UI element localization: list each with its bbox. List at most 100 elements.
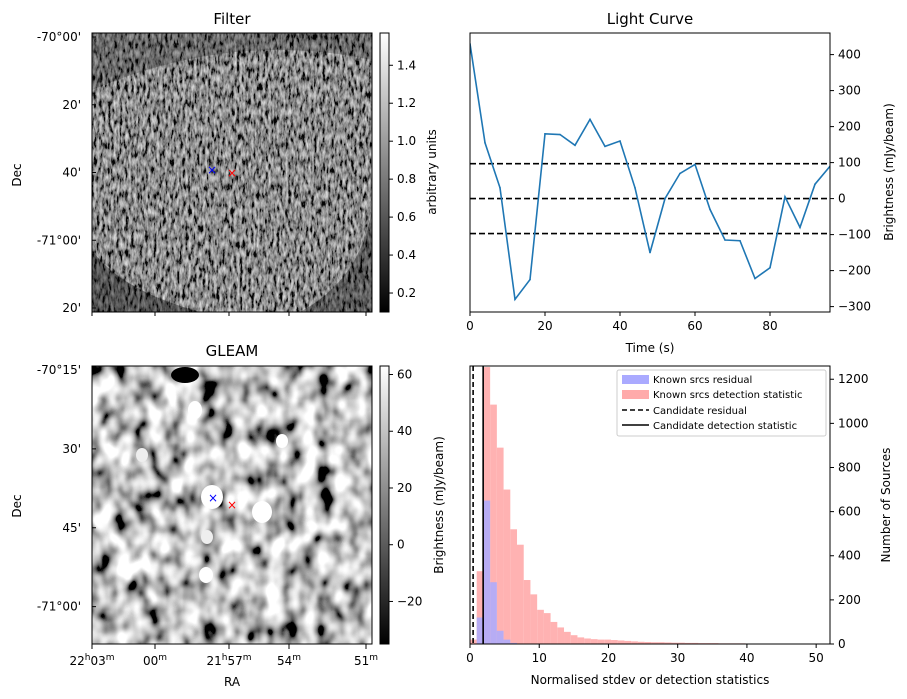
histogram-bar-detection xyxy=(624,640,632,644)
lightcurve-xtick-label: 40 xyxy=(612,319,627,333)
gleam-dec-axis: -70°15' 30' 45' -71°00' xyxy=(37,363,96,614)
histogram-bar-detection xyxy=(537,609,544,644)
lightcurve-point xyxy=(589,118,591,121)
histogram-ylabel-right: Number of Sources xyxy=(879,448,893,563)
gleam-colorbar xyxy=(379,365,390,645)
gleam-dec-label: Dec xyxy=(10,494,24,517)
filter-cb-tick-label: 1.4 xyxy=(397,58,416,72)
gleam-frame xyxy=(91,365,373,645)
gleam-ra-axis: 22h03m 00m 21h57m 54m 51m xyxy=(69,644,378,668)
histogram-xtick-label: 40 xyxy=(739,651,754,665)
lightcurve-point xyxy=(664,197,666,200)
lightcurve-point xyxy=(739,239,741,242)
filter-cb-tick-label: 0.2 xyxy=(397,286,416,300)
lightcurve-ytick-label: 0 xyxy=(838,192,846,206)
lightcurve-series xyxy=(470,43,830,302)
filter-title: Filter xyxy=(213,10,251,28)
histogram-ytick-label: 1200 xyxy=(838,372,869,386)
histogram-bar-detection xyxy=(590,639,598,644)
gleam-title: GLEAM xyxy=(206,342,259,360)
histogram-bar-detection xyxy=(543,613,551,644)
lightcurve-ylabel: Brightness (mJy/beam) xyxy=(882,103,896,241)
lightcurve-data-area xyxy=(470,43,830,302)
histogram-bar-detection xyxy=(570,635,578,644)
gleam-colorbar-ticks: −20 0 20 40 60 xyxy=(389,368,422,608)
lightcurve-point xyxy=(814,183,816,185)
histogram-bar-detection xyxy=(664,642,672,644)
gleam-ra-tick-label: 22h03m xyxy=(69,653,114,668)
filter-dec-tick-label: 20' xyxy=(62,98,81,112)
gleam-ra-label: RA xyxy=(224,675,241,689)
histogram-bar-detection xyxy=(631,641,638,644)
lightcurve-point xyxy=(514,298,516,301)
lightcurve-ytick-label: 400 xyxy=(838,48,861,62)
histogram-bar-residual xyxy=(496,630,504,644)
lightcurve-xlabel: Time (s) xyxy=(625,341,675,355)
histogram-legend: Known srcs residual Known srcs detection… xyxy=(616,369,827,437)
histogram-bar-detection xyxy=(490,404,497,644)
histogram-bar-detection xyxy=(611,640,618,644)
histogram-data-area xyxy=(470,366,813,644)
legend-label-candidate-detection: Candidate detection statistic xyxy=(653,421,797,432)
gleam-dec-tick-label: 45' xyxy=(62,521,81,535)
lightcurve-point xyxy=(724,239,726,241)
histogram-ytick-label: 600 xyxy=(838,505,861,519)
lightcurve-point xyxy=(484,142,486,144)
lightcurve-point xyxy=(799,226,801,229)
lightcurve-point xyxy=(769,266,771,269)
lightcurve-xtick-label: 20 xyxy=(537,319,552,333)
histogram-xtick-label: 30 xyxy=(670,651,685,665)
histogram-bar-detection xyxy=(691,642,699,644)
histogram-bar-detection xyxy=(510,529,518,644)
filter-image xyxy=(92,33,372,312)
legend-label-residual: Known srcs residual xyxy=(653,375,752,386)
gleam-cb-tick-label: 0 xyxy=(397,538,405,552)
lightcurve-ytick-label: −100 xyxy=(838,228,871,242)
histogram-bar-detection xyxy=(604,639,612,644)
lightcurve-xtick-label: 60 xyxy=(687,319,702,333)
filter-dec-tick-label: -71°00' xyxy=(37,233,81,247)
histogram-xtick-label: 20 xyxy=(601,651,616,665)
lightcurve-ytick-label: −300 xyxy=(838,300,871,314)
histogram-bar-detection xyxy=(517,544,524,644)
lightcurve-point xyxy=(634,187,636,189)
histogram-bar-residual xyxy=(510,642,518,644)
histogram-bar-detection xyxy=(530,594,538,644)
histogram-bar-residual xyxy=(476,617,484,644)
histogram-bar-detection xyxy=(658,642,665,644)
histogram-ytick-label: 200 xyxy=(838,593,861,607)
gleam-blue-cross: × xyxy=(208,491,218,505)
histogram-bar-detection xyxy=(637,641,645,644)
filter-cb-tick-label: 1.2 xyxy=(397,96,416,110)
lightcurve-point xyxy=(754,277,756,280)
lightcurve-point xyxy=(604,145,606,148)
histogram-xtick-label: 50 xyxy=(809,651,824,665)
histogram-ytick-label: 800 xyxy=(838,460,861,474)
lightcurve-point xyxy=(649,251,651,254)
histogram-bar-detection xyxy=(651,642,659,644)
histogram-bar-detection xyxy=(496,447,504,644)
gleam-image xyxy=(92,366,372,644)
lightcurve-point xyxy=(574,144,576,147)
filter-colorbar-ticks: 0.2 0.4 0.6 0.8 1.0 1.2 1.4 xyxy=(389,58,416,300)
histogram-frame xyxy=(469,365,831,645)
histogram-bar-detection xyxy=(557,627,565,644)
histogram-ytick-label: 0 xyxy=(838,637,846,651)
histogram-ytick-label: 400 xyxy=(838,549,861,563)
lightcurve-point xyxy=(529,278,531,281)
filter-cb-tick-label: 0.6 xyxy=(397,210,416,224)
lightcurve-ytick-label: −200 xyxy=(838,264,871,278)
histogram-bar-detection xyxy=(503,489,511,644)
histogram-bar-detection xyxy=(617,640,625,644)
gleam-cb-tick-label: 60 xyxy=(397,368,412,382)
gleam-ra-tick-label: 51m xyxy=(354,653,378,668)
filter-blue-cross: × xyxy=(207,163,217,177)
gleam-dec-tick-label: -70°15' xyxy=(37,363,81,377)
histogram-bar-detection xyxy=(584,638,591,644)
histogram-bar-detection xyxy=(644,642,652,644)
legend-swatch-detection xyxy=(622,390,649,399)
filter-red-cross: × xyxy=(227,166,237,180)
lightcurve-point xyxy=(499,187,501,189)
